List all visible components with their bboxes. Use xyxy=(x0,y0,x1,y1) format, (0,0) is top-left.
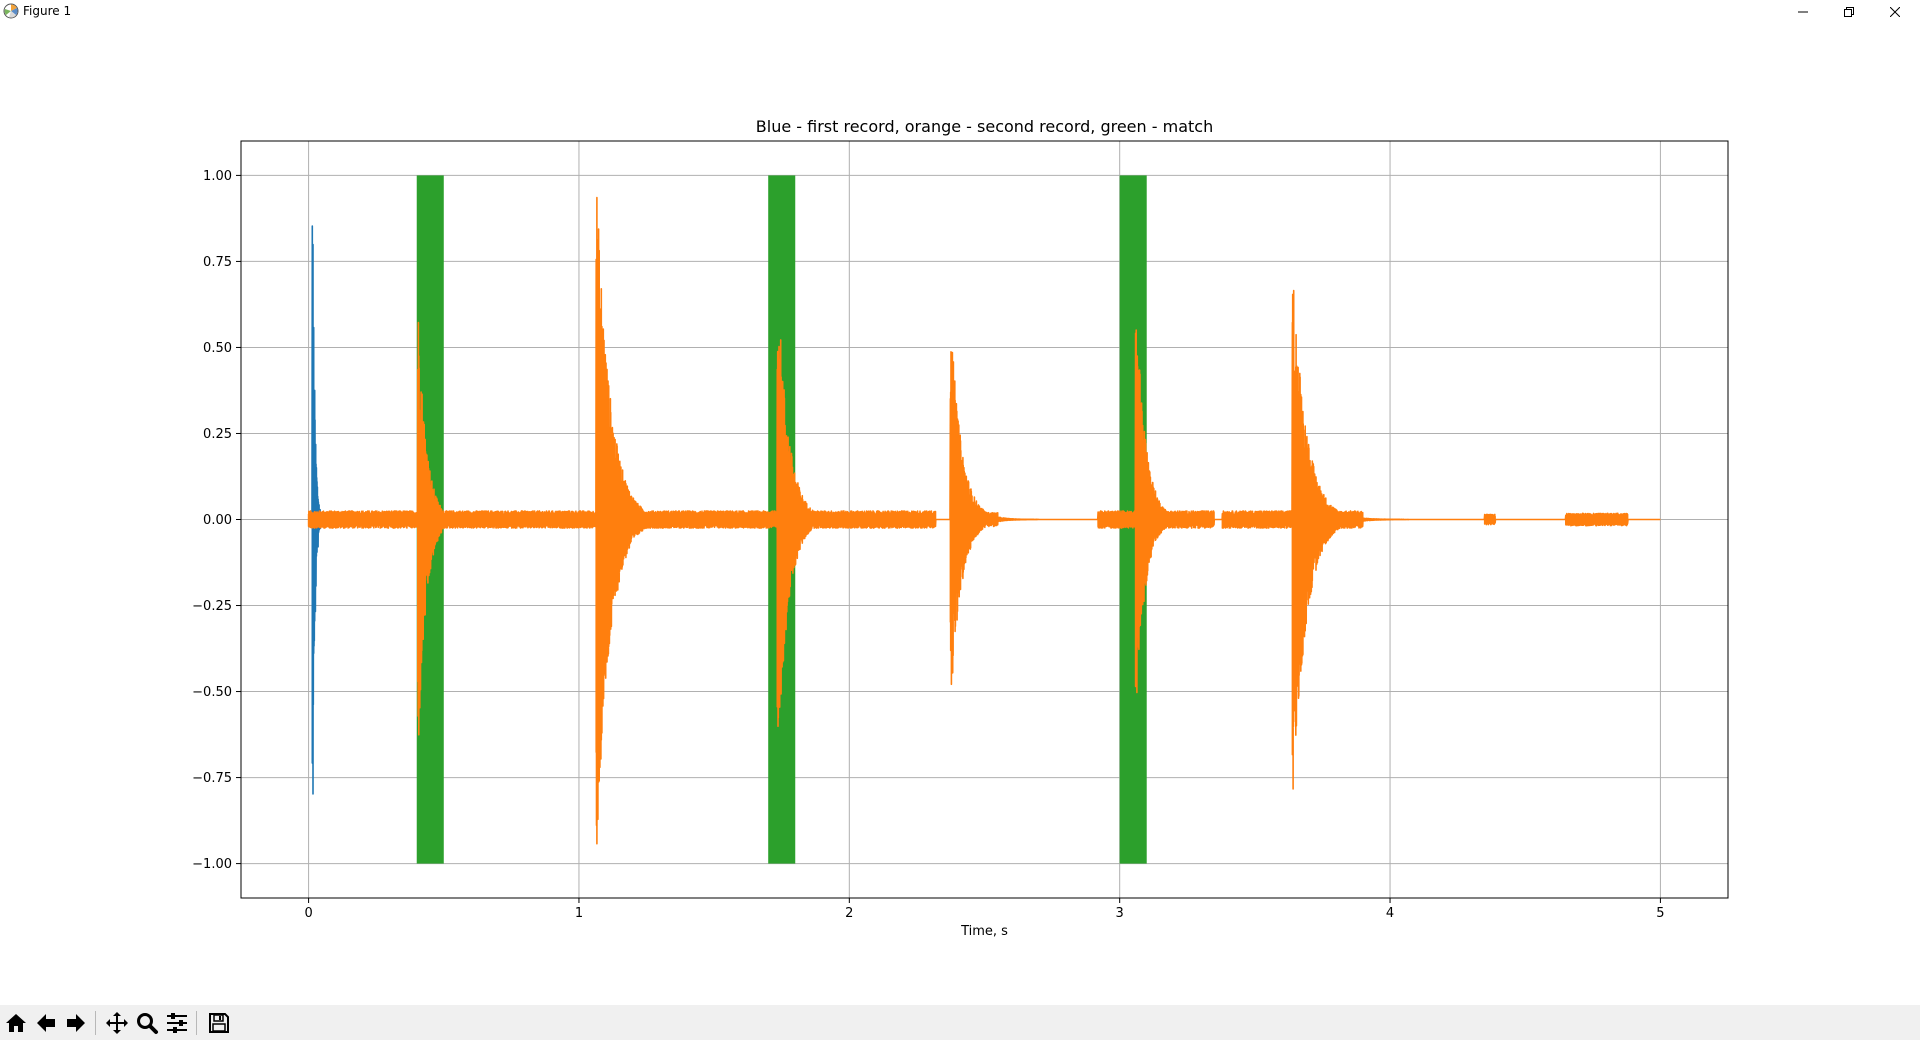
close-icon xyxy=(1890,7,1900,17)
chart-svg[interactable]: 0 1 2 3 4 5 1.00 0.75 0.50 0.25 0.00 −0.25 −0.50 −0.7… xyxy=(0,24,1920,1005)
series-line xyxy=(307,196,1661,845)
y-tick-label: −0.25 xyxy=(192,599,232,614)
zoom-icon xyxy=(135,1011,159,1035)
window-title: Figure 1 xyxy=(23,4,72,18)
home-icon xyxy=(4,1011,28,1035)
minimize-icon xyxy=(1798,7,1808,17)
restore-button[interactable] xyxy=(1826,0,1872,24)
pan-icon xyxy=(105,1011,129,1035)
x-tick-label: 5 xyxy=(1656,906,1664,921)
x-tick-label: 3 xyxy=(1116,906,1124,921)
figure-canvas[interactable]: 0 1 2 3 4 5 1.00 0.75 0.50 0.25 0.00 −0.25 −0.50 −0.7… xyxy=(0,24,1920,1005)
forward-button[interactable] xyxy=(63,1010,89,1036)
chart-title: Blue - first record, orange - second rec… xyxy=(756,117,1213,136)
minimize-button[interactable] xyxy=(1780,0,1826,24)
navigation-toolbar xyxy=(0,1005,1920,1040)
x-tick-label: 0 xyxy=(304,906,312,921)
x-axis-label: Time, s xyxy=(960,924,1008,939)
back-button[interactable] xyxy=(33,1010,59,1036)
back-arrow-icon xyxy=(34,1011,58,1035)
configure-subplots-icon xyxy=(165,1011,189,1035)
toolbar-separator xyxy=(196,1011,197,1035)
configure-subplots-button[interactable] xyxy=(164,1010,190,1036)
window-titlebar: Figure 1 xyxy=(0,0,1920,24)
y-tick-label: 1.00 xyxy=(203,169,232,184)
y-tick-label: 0.50 xyxy=(203,341,232,356)
y-tick-label: −1.00 xyxy=(192,857,232,872)
pan-button[interactable] xyxy=(104,1010,130,1036)
x-tick-label: 1 xyxy=(575,906,583,921)
matplotlib-app-icon xyxy=(3,3,19,19)
restore-icon xyxy=(1844,7,1854,17)
save-button[interactable] xyxy=(206,1010,232,1036)
toolbar-separator xyxy=(95,1011,96,1035)
y-tick-label: 0.00 xyxy=(203,513,232,528)
y-tick-label: 0.25 xyxy=(203,427,232,442)
y-tick-label: 0.75 xyxy=(203,255,232,270)
y-tick-label: −0.75 xyxy=(192,771,232,786)
ticks: 0 1 2 3 4 5 1.00 0.75 0.50 0.25 0.00 −0.25 −0.50 −0.7… xyxy=(192,169,1664,921)
home-button[interactable] xyxy=(3,1010,29,1036)
save-icon xyxy=(207,1011,231,1035)
zoom-button[interactable] xyxy=(134,1010,160,1036)
y-tick-label: −0.50 xyxy=(192,685,232,700)
x-tick-label: 4 xyxy=(1386,906,1394,921)
x-tick-label: 2 xyxy=(845,906,853,921)
close-button[interactable] xyxy=(1872,0,1918,24)
series-layer xyxy=(307,196,1661,845)
forward-arrow-icon xyxy=(64,1011,88,1035)
series-line xyxy=(308,225,323,795)
